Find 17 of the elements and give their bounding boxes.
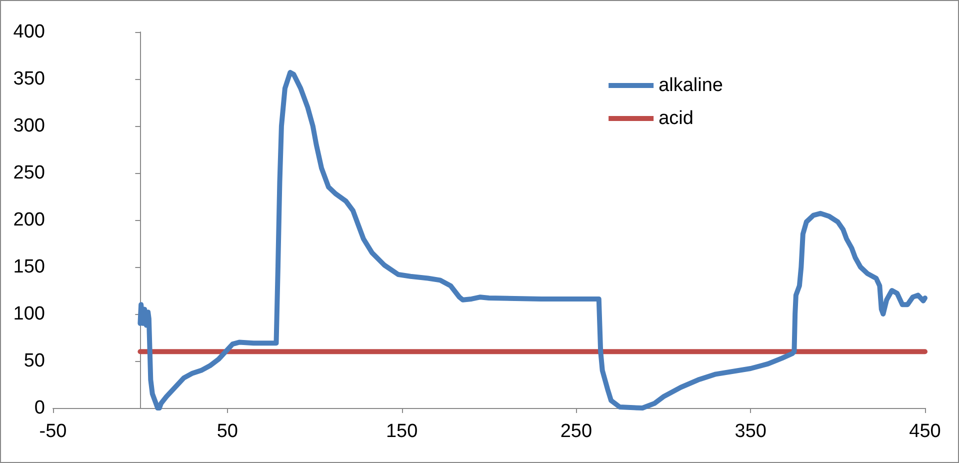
- y-tick-label: 100: [13, 304, 45, 324]
- x-tick-label: -50: [39, 421, 67, 442]
- x-tick-label: 150: [386, 421, 418, 442]
- y-tick-label: 350: [13, 68, 45, 90]
- x-tick-label: 250: [560, 421, 592, 442]
- legend-label: acid: [658, 108, 694, 129]
- legend-label: alkaline: [658, 75, 724, 96]
- x-tick-label: 350: [734, 421, 766, 442]
- x-tick-label: 450: [909, 421, 941, 442]
- y-tick-label: 150: [13, 256, 45, 278]
- y-tick-label: 300: [13, 116, 45, 136]
- y-tick-label: 250: [13, 162, 45, 184]
- x-tick-label: 50: [216, 421, 238, 442]
- y-tick-label: 200: [13, 210, 45, 230]
- y-tick-label: 50: [24, 350, 45, 372]
- y-tick-label: 0: [34, 398, 45, 418]
- y-tick-label: 400: [13, 22, 45, 42]
